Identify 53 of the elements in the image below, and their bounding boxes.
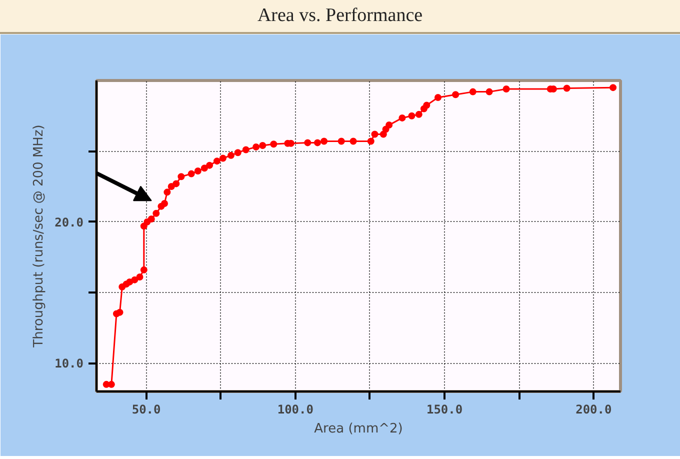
point xyxy=(350,138,357,145)
chart-title: Area vs. Performance xyxy=(257,4,423,28)
point xyxy=(152,210,160,217)
point xyxy=(161,200,168,207)
point xyxy=(172,180,180,188)
point xyxy=(188,170,195,178)
point xyxy=(108,380,115,388)
point xyxy=(219,154,226,162)
point xyxy=(304,139,312,146)
point xyxy=(252,143,260,150)
y-axis-title: Throughput (runs/sec @ 200 MHz) xyxy=(32,124,47,348)
x-tick-label: 50.0 xyxy=(132,402,161,416)
point xyxy=(338,138,345,145)
point xyxy=(408,112,416,120)
y-tick-label: 20.0 xyxy=(54,215,84,230)
x-axis-title: Area (mm^2) xyxy=(314,422,403,436)
point xyxy=(452,91,460,98)
point xyxy=(398,114,406,122)
point xyxy=(367,138,374,145)
point xyxy=(136,274,144,280)
point xyxy=(168,183,175,190)
point xyxy=(469,88,476,96)
point xyxy=(234,149,242,156)
point xyxy=(270,140,278,148)
point xyxy=(116,308,124,316)
point xyxy=(320,138,328,145)
point xyxy=(486,88,493,96)
x-tick-label: 200.0 xyxy=(576,402,612,416)
point xyxy=(563,84,570,92)
point xyxy=(502,85,510,92)
point xyxy=(423,102,430,109)
point xyxy=(610,84,617,92)
x-tick-label: 150.0 xyxy=(426,402,463,416)
point xyxy=(415,110,422,118)
point xyxy=(131,276,138,284)
point xyxy=(228,152,235,159)
point xyxy=(178,173,185,180)
point xyxy=(213,158,220,165)
point xyxy=(140,266,148,274)
point xyxy=(148,216,155,223)
point xyxy=(314,139,321,146)
point xyxy=(371,130,378,138)
point xyxy=(259,142,266,150)
point xyxy=(206,162,214,169)
y-tick-label: 10.0 xyxy=(54,356,84,371)
point xyxy=(164,188,171,196)
point xyxy=(200,164,208,172)
point xyxy=(194,167,202,174)
point xyxy=(242,146,250,154)
point xyxy=(386,122,393,129)
point xyxy=(434,94,442,101)
point xyxy=(126,278,134,286)
x-tick-label: 100.0 xyxy=(277,402,314,416)
